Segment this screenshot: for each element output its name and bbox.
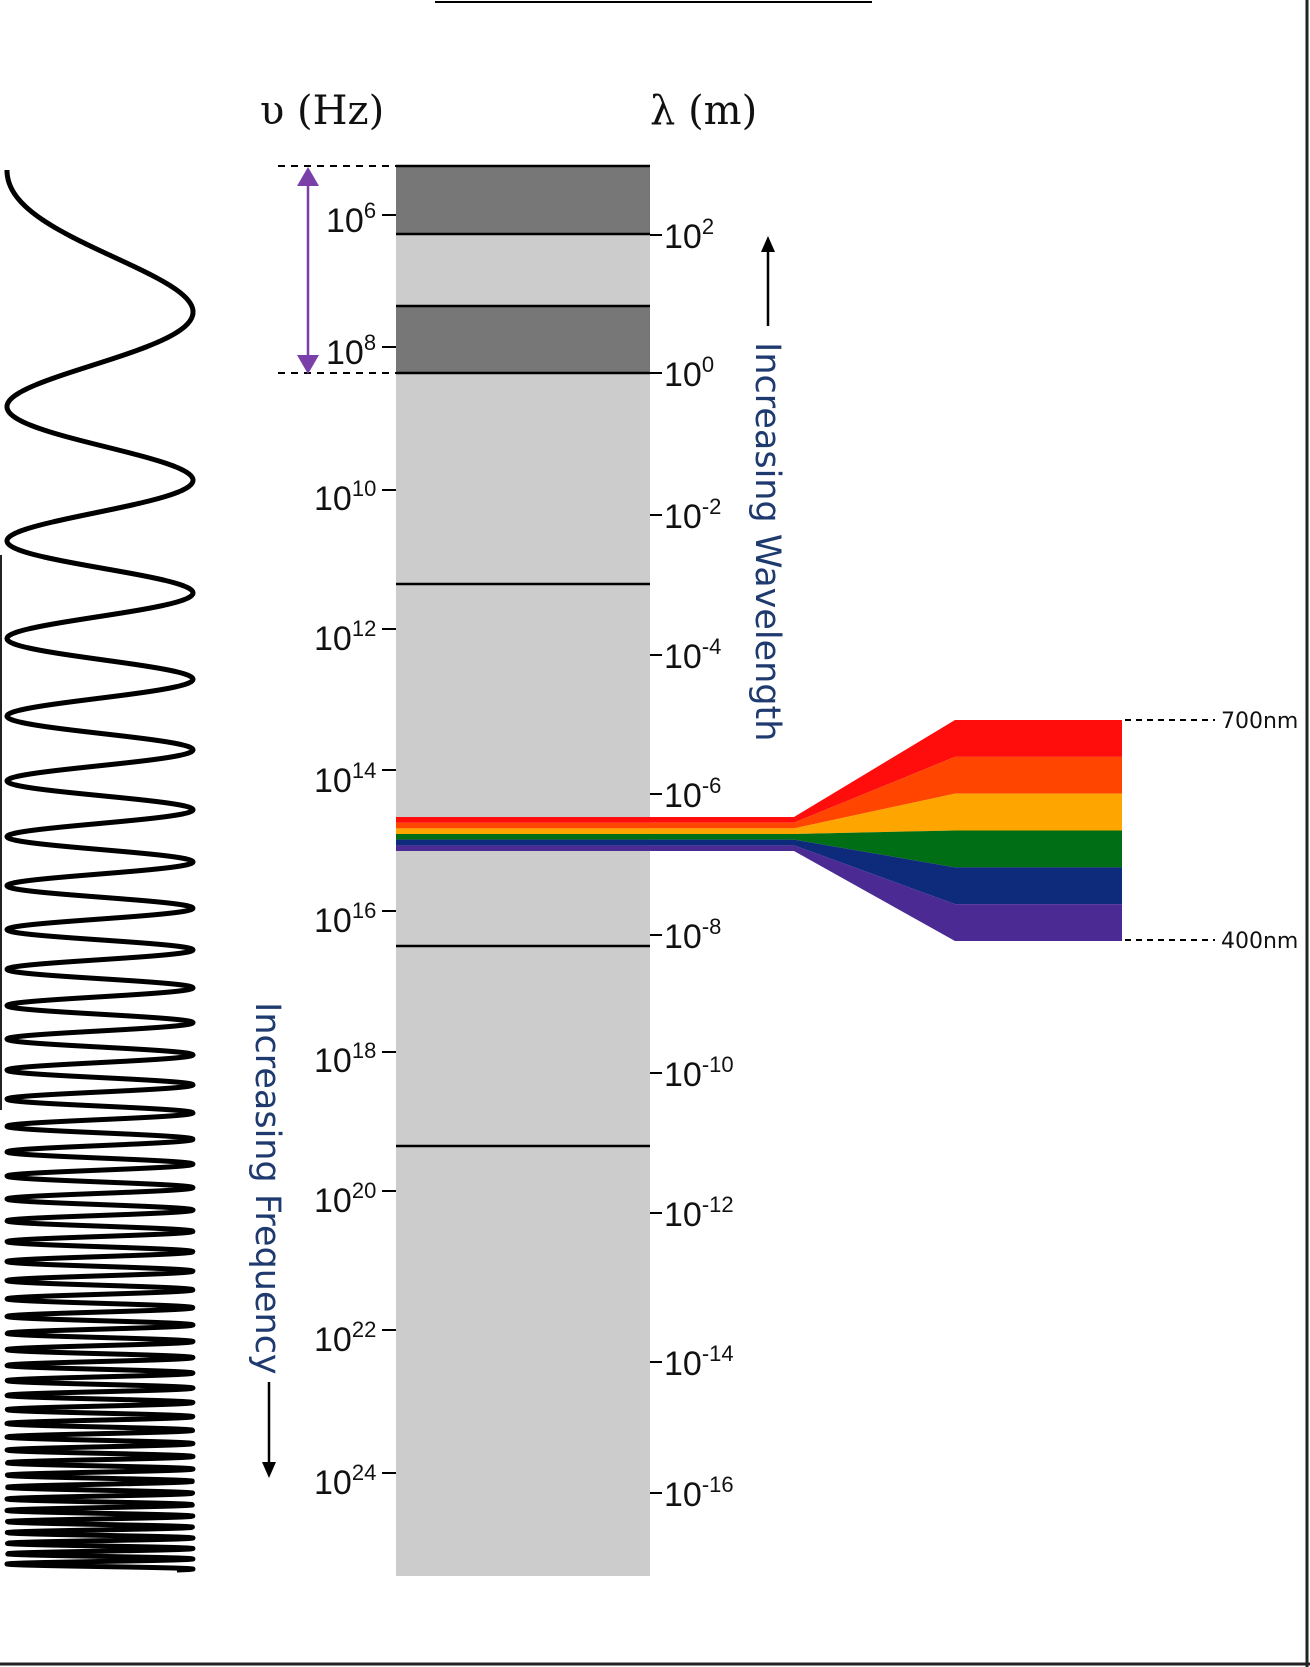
wavelength-tick-label: 10-4 xyxy=(664,634,721,676)
frequency-tick-marks xyxy=(382,214,396,1474)
visible-band-3 xyxy=(396,830,1122,868)
wavelength-tick-label: 10-2 xyxy=(664,494,721,536)
frequency-tick-label: 1018 xyxy=(314,1038,376,1080)
frequency-tick-label: 108 xyxy=(326,330,376,372)
increasing-wavelength-label: Increasing Wavelength xyxy=(747,342,787,741)
wavelength-tick-label: 10-6 xyxy=(664,773,721,815)
visible-band-1 xyxy=(396,756,1122,829)
wavelength-tick-labels: 102 100 10-2 10-4 10-6 10-8 10-10 10-12 … xyxy=(664,214,734,1514)
increasing-wavelength-indicator: Increasing Wavelength xyxy=(747,236,787,741)
visible-band-2 xyxy=(396,793,1122,834)
increasing-frequency-indicator: Increasing Frequency xyxy=(247,1002,287,1478)
radio-range-arrow xyxy=(297,167,319,374)
increasing-frequency-label: Increasing Frequency xyxy=(247,1002,287,1375)
frequency-tick-label: 106 xyxy=(326,198,376,240)
wavelength-tick-label: 10-16 xyxy=(664,1472,734,1514)
wavelength-tick-label: 10-14 xyxy=(664,1341,734,1383)
frequency-tick-label: 1012 xyxy=(314,616,376,658)
frequency-tick-label: 1010 xyxy=(314,476,376,518)
nm-400-label: 400nm xyxy=(1221,929,1298,954)
wavelength-tick-label: 10-10 xyxy=(664,1052,734,1094)
nm-700-label: 700nm xyxy=(1221,709,1298,734)
spectrum-bar-background xyxy=(396,165,650,1576)
frequency-tick-label: 1022 xyxy=(314,1317,376,1359)
wavelength-tick-label: 102 xyxy=(664,214,714,256)
visible-band-5 xyxy=(396,845,1122,941)
frequency-tick-label: 1016 xyxy=(314,898,376,940)
frequency-tick-label: 1014 xyxy=(314,758,376,800)
frequency-tick-label: 1020 xyxy=(314,1178,376,1220)
wavelength-tick-label: 10-12 xyxy=(664,1192,734,1234)
frequency-tick-label: 1024 xyxy=(314,1460,376,1502)
wave-illustration xyxy=(4,168,196,1573)
wavelength-tick-marks xyxy=(650,234,662,1494)
wavelength-axis-title: λ (m) xyxy=(650,88,757,134)
frequency-tick-labels: 106 108 1010 1012 1014 1016 1018 1020 10… xyxy=(314,198,376,1502)
wavelength-tick-label: 10-8 xyxy=(664,914,721,956)
visible-band-4 xyxy=(396,839,1122,905)
visible-band-0 xyxy=(396,720,1122,823)
frequency-axis-title: υ (Hz) xyxy=(260,88,384,134)
down-arrow-icon xyxy=(262,1462,276,1478)
spectrum-bar xyxy=(396,164,650,1576)
visible-light-bands xyxy=(396,720,1122,941)
radio-band-lower xyxy=(396,306,650,373)
radio-band-upper xyxy=(396,165,650,234)
up-arrow-icon xyxy=(761,236,775,252)
wavelength-tick-label: 100 xyxy=(664,352,714,394)
